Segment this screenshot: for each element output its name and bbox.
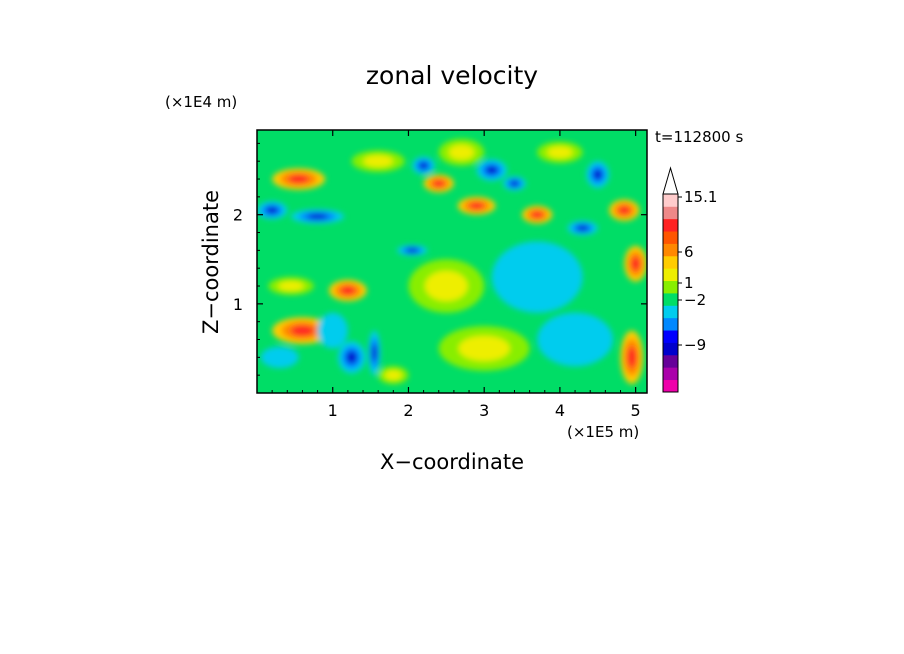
colorbar-segment [663,305,678,319]
velocity-blob-14 [593,169,603,180]
colorbar-segment [663,293,678,306]
colorbar-segment [663,379,678,393]
x-tick-label: 5 [631,401,641,420]
y-tick-label: 2 [233,206,243,225]
y-tick-label: 1 [233,295,243,314]
x-unit-label: (×1E5 m) [567,423,639,441]
velocity-blob-22 [290,325,315,336]
velocity-blob-27 [448,144,475,160]
velocity-blob-25 [627,346,637,368]
velocity-blob-8 [406,248,419,253]
colorbar-segment [663,231,678,244]
velocity-blob-16 [631,256,641,271]
velocity-blob-26 [384,370,402,381]
velocity-blob-20 [491,241,583,313]
y-unit-label: (×1E4 m) [165,93,237,111]
velocity-blob-1 [307,213,329,220]
velocity-blob-6 [419,162,429,170]
velocity-blob-11 [510,180,519,187]
velocity-blob-0 [288,174,310,184]
x-tick-label: 1 [328,401,338,420]
colorbar-segment [663,194,678,207]
colorbar-segment [663,243,678,257]
colorbar-segment [663,280,678,294]
colorbar-frame [662,193,679,393]
velocity-blob-3 [340,286,356,295]
velocity-blob-23 [260,346,299,369]
velocity-blob-28 [547,146,573,159]
velocity-blob-29 [363,155,394,168]
y-axis-label: Z−coordinate [199,190,223,334]
colorbar-segment [663,255,678,269]
colorbar: 15.1 6 1−2 −9 [662,166,717,393]
x-axis-label: X−coordinate [380,450,524,474]
colorbar-segment [663,268,678,282]
velocity-blob-7 [432,179,445,188]
velocity-blob-15 [618,206,631,215]
colorbar-tick-label: 6 [684,243,694,261]
plot-frame [256,129,648,394]
colorbar-segment [663,342,678,356]
velocity-blob-10 [485,165,498,175]
colorbar-segment [663,330,678,343]
colorbar-tick-label: 1 [684,274,694,292]
velocity-blob-18 [424,270,468,302]
velocity-blob-24 [317,312,348,349]
colorbar-segment [663,367,678,381]
colorbar-tick-label: −2 [684,291,706,309]
x-axis: 1 2 3 4 5 [271,130,641,420]
x-tick-label: 3 [479,401,489,420]
velocity-blob-17 [458,335,510,362]
y-axis: 12 [233,142,647,376]
colorbar-tick-label: 15.1 [684,188,717,206]
x-tick-label: 4 [555,401,565,420]
velocity-blob-5 [371,344,377,362]
chart-title: zonal velocity [366,61,538,90]
velocity-blob-21 [278,280,304,292]
colorbar-segment [663,206,678,220]
velocity-blob-13 [576,225,589,231]
velocity-contours [257,138,647,385]
colorbar-extend-arrow [662,166,679,195]
velocity-blob-2 [266,206,279,214]
velocity-blob-12 [531,211,544,219]
colorbar-tick-label: −9 [684,336,706,354]
colorbar-segment [663,354,678,368]
colorbar-segment [663,317,678,331]
colorbar-segment [663,218,678,232]
velocity-blob-19 [537,312,613,367]
velocity-blob-9 [469,202,485,210]
velocity-blob-4 [346,351,358,364]
zonal-velocity-field [257,130,647,393]
time-label: t=112800 s [655,128,743,146]
x-tick-label: 2 [403,401,413,420]
